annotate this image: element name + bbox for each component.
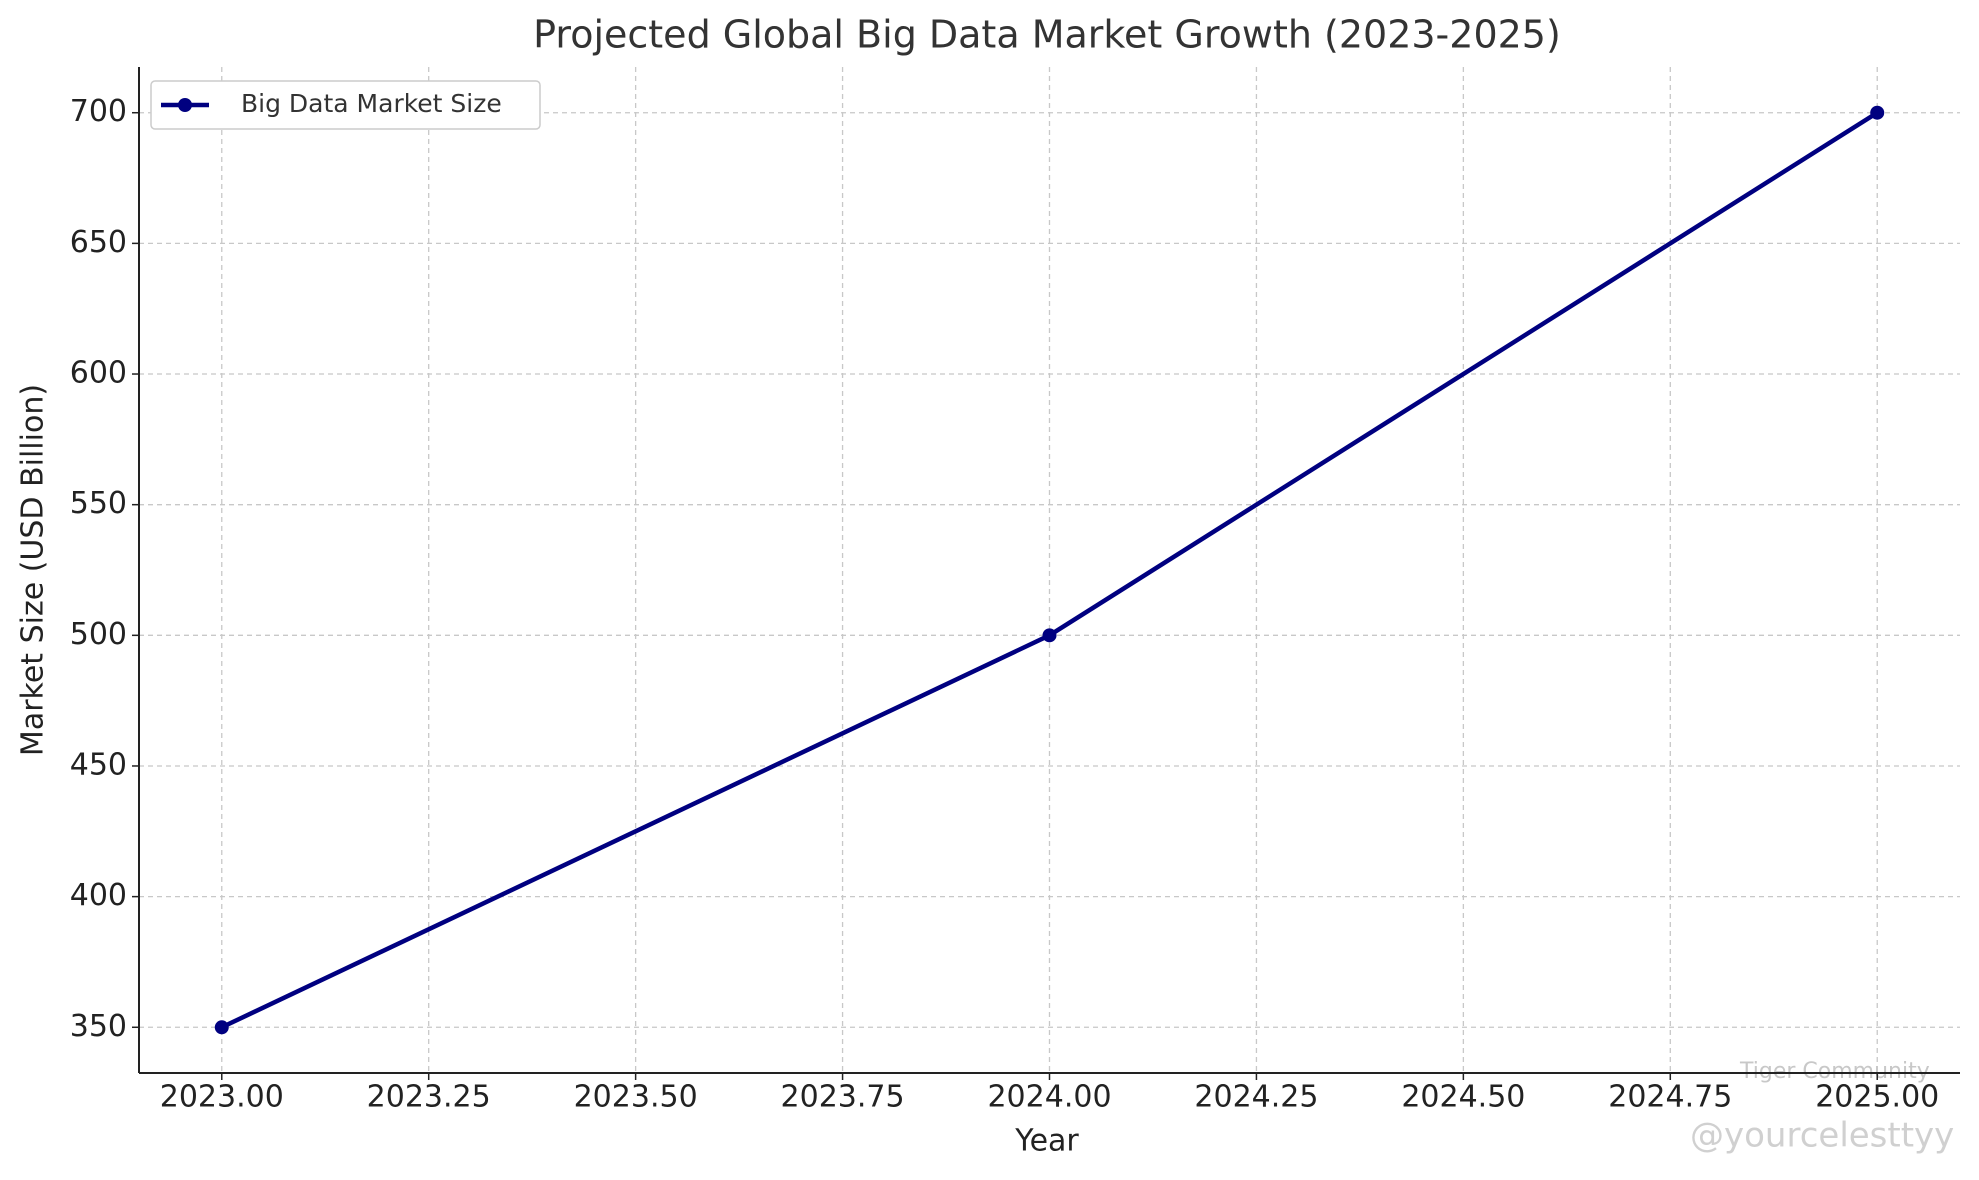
- y-axis-label: Market Size (USD Billion): [16, 384, 51, 756]
- y-tick-label: 500: [70, 617, 127, 652]
- watermark: @yourcelesttyy: [1690, 1116, 1954, 1156]
- y-tick-label: 450: [70, 747, 127, 782]
- legend-swatch: [178, 98, 192, 112]
- y-tick-label: 600: [70, 356, 127, 391]
- data-point: [1870, 105, 1885, 120]
- y-tick-label: 400: [70, 878, 127, 913]
- legend: Big Data Market Size: [150, 80, 541, 130]
- data-point: [1042, 628, 1057, 643]
- x-tick-label: 2024.25: [1194, 1080, 1318, 1115]
- legend-frame: [150, 80, 541, 130]
- data-point: [214, 1020, 229, 1035]
- y-tick-label: 700: [70, 94, 127, 129]
- x-tick-label: 2023.25: [367, 1080, 491, 1115]
- x-tick-label: 2023.00: [160, 1080, 284, 1115]
- x-tick-label: 2024.75: [1608, 1080, 1732, 1115]
- legend-label: Big Data Market Size: [241, 89, 502, 118]
- y-tick-label: 350: [70, 1009, 127, 1044]
- x-tick-label: 2024.00: [987, 1080, 1111, 1115]
- x-tick-label: 2023.75: [781, 1080, 905, 1115]
- x-tick-label: 2025.00: [1815, 1080, 1939, 1115]
- x-tick-label: 2023.50: [574, 1080, 698, 1115]
- x-axis-label: Year: [1014, 1124, 1079, 1159]
- x-tick-label: 2024.50: [1401, 1080, 1525, 1115]
- y-tick-label: 650: [70, 225, 127, 260]
- watermark: Tiger Community: [1739, 1059, 1930, 1084]
- y-tick-label: 550: [70, 486, 127, 521]
- chart-title: Projected Global Big Data Market Growth …: [533, 13, 1561, 57]
